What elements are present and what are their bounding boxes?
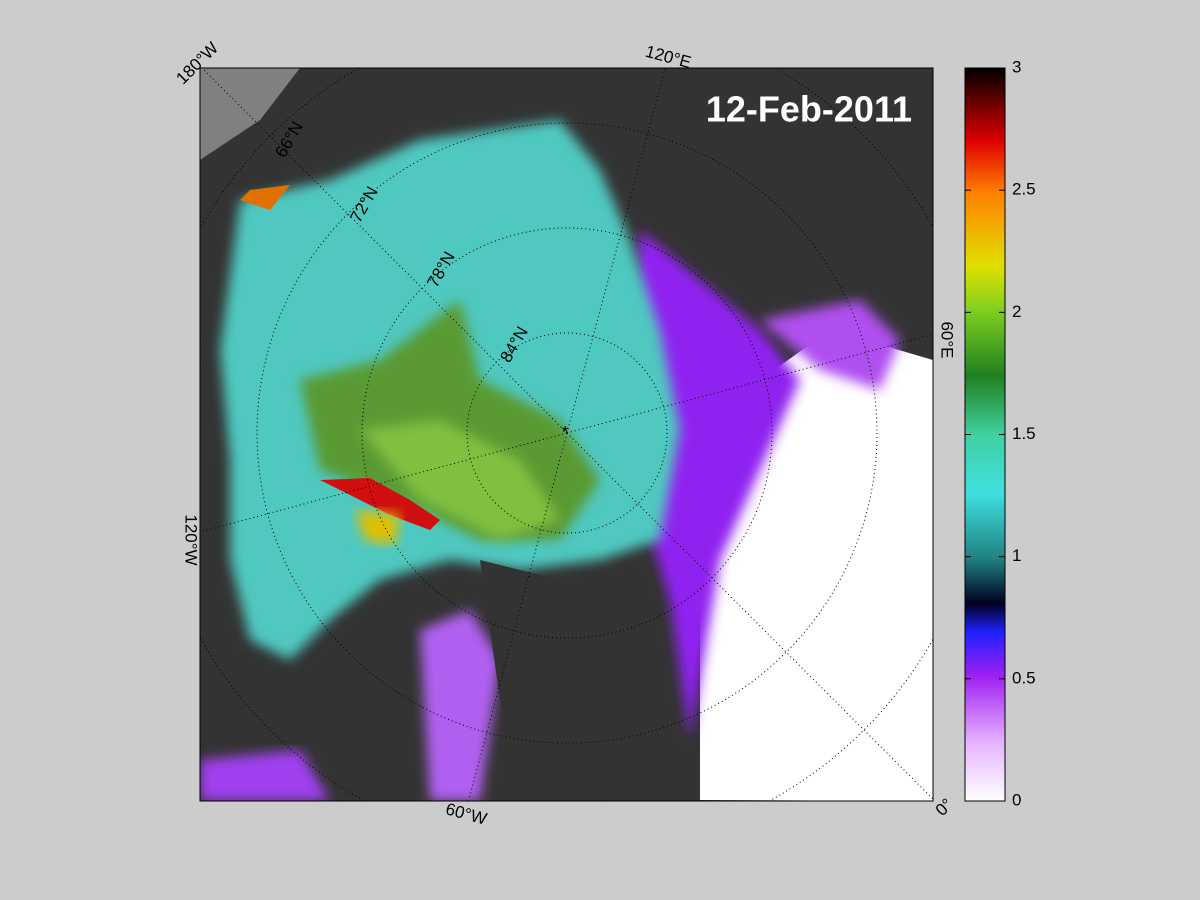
colorbar: 0 0.5 1 1.5 2 2.5 3 (964, 57, 1036, 809)
tick-label: 0.5 (1012, 668, 1036, 687)
tick-label: 2 (1012, 302, 1021, 321)
tick-label: 3 (1012, 57, 1021, 76)
map-frame (199, 67, 934, 802)
graticule (200, 68, 933, 801)
tick-label: 1.5 (1012, 424, 1036, 443)
map: * 66°N 72°N 78°N 84°N 12-Feb-2011 (200, 68, 933, 801)
date-label: 12-Feb-2011 (706, 89, 912, 130)
tick-label: 1 (1012, 546, 1021, 565)
tick-label: 2.5 (1012, 180, 1036, 199)
longitude-label: 120°W (182, 514, 201, 565)
pole-marker: * (562, 422, 569, 441)
colorbar-scale (964, 67, 1006, 802)
longitude-label: 60°E (938, 321, 957, 358)
tick-label: 0 (1012, 790, 1021, 809)
longitude-label: 0° (932, 795, 957, 820)
longitude-label: 60°W (444, 799, 489, 828)
